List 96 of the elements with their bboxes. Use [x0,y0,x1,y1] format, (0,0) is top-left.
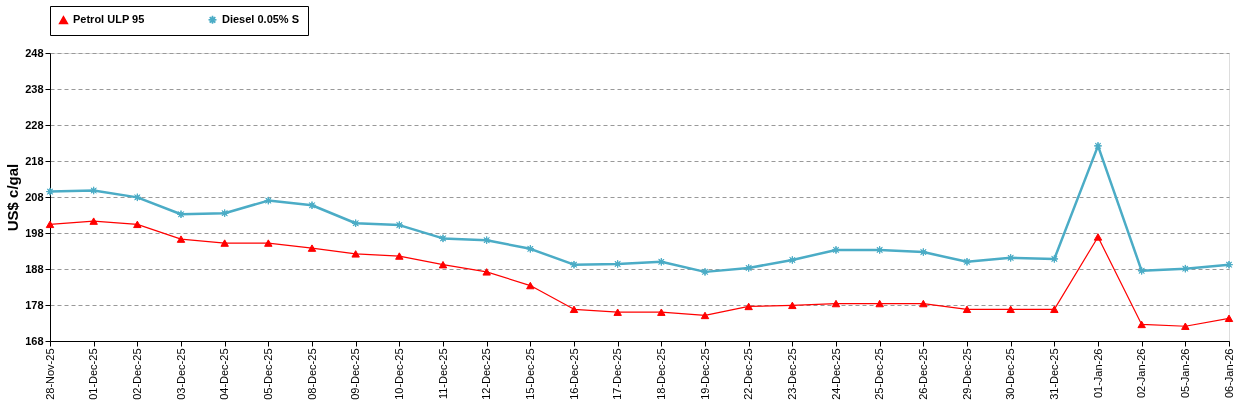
point [351,219,360,228]
point [744,263,753,273]
x-tick-label: 02-Jan-26 [1135,348,1148,399]
point [264,239,273,247]
point [744,302,753,311]
x-tick-label: 17-Dec-25 [611,348,624,400]
point [176,235,186,243]
point [700,311,710,320]
x-tick-label: 05-Jan-26 [1178,348,1191,399]
point [133,220,142,229]
point [919,299,928,308]
y-tick-label: 208 [25,190,44,203]
point [788,301,797,310]
x-tick-label: 02-Dec-25 [130,348,143,400]
y-tick-label: 168 [25,334,44,347]
point [133,193,142,202]
point [613,308,622,316]
x-tick-label: 11-Dec-25 [436,348,449,400]
point [264,196,273,205]
x-tick-label: 24-Dec-25 [829,348,842,400]
y-tick-label: 188 [25,262,44,275]
point [657,257,666,267]
point [307,201,317,210]
point [220,239,229,247]
point [788,255,797,265]
x-tick-label: 26-Dec-25 [916,348,929,400]
legend-label: Diesel 0.05% S [222,12,300,25]
point [1224,314,1234,323]
point [875,299,884,308]
point [569,260,579,269]
x-tick-label: 22-Dec-25 [742,348,755,400]
y-tick-label: 218 [25,154,44,167]
legend-label: Petrol ULP 95 [73,13,145,26]
x-tick-label: 16-Dec-25 [567,348,580,400]
x-tick-label: 10-Dec-25 [392,348,405,400]
point [526,281,535,290]
x-tick-label: 01-Dec-25 [87,348,100,400]
point [700,267,710,277]
point [831,299,841,308]
point [45,220,55,229]
point [569,305,579,314]
x-tick-label: 29-Dec-25 [960,348,973,400]
point [307,244,317,252]
point [962,257,972,267]
y-tick-label: 228 [25,118,44,131]
point [1137,266,1146,276]
x-tick-label: 19-Dec-25 [698,348,711,400]
point [220,208,229,218]
x-tick-label: 25-Dec-25 [873,348,886,400]
point [831,245,841,255]
point [1050,254,1059,264]
point [438,260,448,269]
x-tick-label: 06-Jan-26 [1222,348,1235,399]
y-axis-title: US$ c/gal [4,163,22,232]
y-tick-label: 198 [25,226,44,239]
point [1093,141,1103,151]
x-tick-label: 08-Dec-25 [305,348,318,400]
point [89,217,98,225]
x-tick-label: 03-Dec-25 [174,348,187,400]
point [395,252,404,260]
point [919,247,928,257]
point [1137,320,1146,329]
point [1181,322,1190,330]
point [526,244,535,254]
point [875,245,884,255]
y-tick-label: 238 [25,82,44,95]
x-tick-label: 12-Dec-25 [480,348,493,400]
x-tick-label: 23-Dec-25 [785,348,798,400]
x-tick-label: 05-Dec-25 [261,348,274,400]
point [351,250,360,258]
x-tick-label: 18-Dec-25 [654,348,667,400]
x-tick-label: 28-Nov-25 [43,348,56,400]
x-tick-label: 01-Jan-26 [1091,348,1104,399]
point [1224,260,1234,269]
point [45,187,55,196]
point [1006,253,1015,263]
x-tick-label: 31-Dec-25 [1047,348,1060,400]
point [1093,233,1103,241]
point [395,220,404,230]
y-tick-label: 178 [25,298,44,311]
point [176,210,186,219]
x-tick-label: 04-Dec-25 [218,348,231,400]
y-tick-label: 248 [25,46,44,59]
point [482,235,491,245]
point [657,308,666,316]
point [1050,305,1059,314]
point [438,234,448,243]
point [613,259,622,269]
point [1181,264,1190,273]
point [962,305,972,314]
x-tick-label: 15-Dec-25 [523,348,536,400]
x-tick-label: 30-Dec-25 [1004,348,1017,400]
x-tick-label: 09-Dec-25 [349,348,362,400]
point [482,268,491,276]
point [89,186,98,195]
point [1006,305,1015,314]
